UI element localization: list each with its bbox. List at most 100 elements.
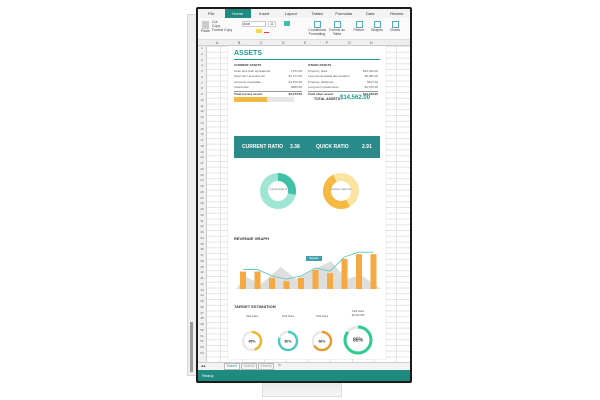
row-header[interactable]: 27: [200, 195, 204, 200]
row-header[interactable]: 28: [200, 201, 204, 206]
row-header[interactable]: 23: [200, 172, 204, 177]
row-header[interactable]: 20: [200, 155, 204, 160]
row-header[interactable]: 15: [200, 126, 204, 131]
column-header[interactable]: E: [304, 41, 307, 45]
tab-home[interactable]: Home: [224, 9, 251, 18]
tab-file[interactable]: File: [208, 11, 215, 16]
column-header[interactable]: F: [326, 41, 329, 45]
cut-button[interactable]: Cut: [212, 20, 218, 24]
row-header[interactable]: 35: [200, 241, 204, 246]
row-header[interactable]: 2: [201, 51, 203, 56]
row-header[interactable]: 40: [200, 270, 204, 275]
donut2-label: CURRENT LIABILITIES: [330, 189, 352, 191]
sheet-tab[interactable]: Sheet3: [258, 363, 274, 370]
row-header[interactable]: 46: [200, 304, 204, 309]
tab-data[interactable]: Data: [366, 11, 375, 16]
ribbon-button-1[interactable]: Format as Table: [328, 21, 346, 36]
ribbon-button-2[interactable]: Picture: [350, 21, 368, 32]
sheet-tab[interactable]: Sheet2: [241, 363, 257, 370]
format-copy-button[interactable]: Format Copy: [212, 28, 233, 32]
sheet-nav-buttons[interactable]: ◂ ▸: [201, 364, 206, 368]
row-header[interactable]: 18: [200, 143, 204, 148]
row-header[interactable]: 7: [201, 80, 203, 85]
row-header[interactable]: 38: [200, 258, 204, 263]
column-header[interactable]: C: [260, 41, 263, 45]
row-header[interactable]: 45: [200, 299, 204, 303]
ribbon: Paste Cut Copy Format Copy Arial 11 Condit…: [198, 18, 410, 40]
row-header[interactable]: 48: [200, 316, 204, 321]
revenue-bar: [356, 254, 362, 289]
ribbon-button-0[interactable]: Conditional Formatting: [308, 21, 326, 36]
row-header[interactable]: 1: [201, 46, 203, 50]
row-header[interactable]: 51: [200, 333, 204, 338]
target-ring: 66%: [311, 330, 333, 352]
row-header[interactable]: 49: [200, 322, 204, 326]
revenue-bar: [312, 270, 319, 289]
tab-formulas[interactable]: Formulas: [335, 11, 353, 16]
font-color-button[interactable]: [264, 29, 269, 33]
row-header[interactable]: 26: [200, 189, 204, 194]
row-header[interactable]: 4: [201, 63, 203, 68]
row-header[interactable]: 19: [200, 149, 204, 154]
row-header[interactable]: 31: [200, 218, 204, 223]
row-header[interactable]: 17: [200, 138, 204, 142]
row-header[interactable]: 34: [200, 235, 204, 240]
ratio-banner: CURRENT RATIO 3.38 QUICK RATIO 2.91: [234, 136, 380, 158]
add-sheet-icon[interactable]: ⊕: [278, 363, 281, 367]
tab-layout[interactable]: Layout: [284, 11, 297, 16]
row-header[interactable]: 9: [201, 92, 203, 96]
row-header[interactable]: 37: [200, 253, 204, 257]
row-header[interactable]: 50: [200, 327, 204, 332]
fill-color-button[interactable]: [256, 29, 262, 33]
row-header[interactable]: 39: [200, 264, 204, 269]
column-header[interactable]: H: [370, 41, 373, 45]
target-label: Total Sales: [281, 315, 295, 318]
sheet-tab[interactable]: Sheet1: [224, 363, 240, 370]
row-header[interactable]: 22: [200, 166, 204, 171]
row-header[interactable]: 12: [200, 109, 204, 114]
row-header[interactable]: 32: [200, 224, 204, 229]
tab-tables[interactable]: Tables: [311, 11, 324, 16]
row-header[interactable]: 14: [200, 120, 204, 125]
paste-button[interactable]: Paste: [201, 21, 210, 33]
row-header[interactable]: 24: [200, 178, 204, 183]
ribbon-icon: [391, 21, 399, 28]
font-size-select[interactable]: 11: [268, 21, 276, 27]
row-header[interactable]: 33: [200, 230, 204, 234]
target-amount: $2,000.000: [351, 314, 365, 317]
row-header[interactable]: 3: [201, 57, 203, 62]
row-header[interactable]: 42: [200, 281, 204, 286]
copy-button[interactable]: Copy: [212, 24, 221, 28]
asset-name: Accounts receivable: [234, 79, 261, 84]
row-header[interactable]: 47: [200, 310, 204, 315]
row-header[interactable]: 6: [201, 74, 203, 79]
column-header[interactable]: B: [238, 41, 241, 45]
font-name-select[interactable]: Arial: [242, 21, 266, 27]
row-header[interactable]: 10: [200, 97, 204, 102]
row-header[interactable]: 29: [200, 207, 204, 211]
row-header[interactable]: 13: [200, 115, 204, 119]
column-header[interactable]: G: [348, 41, 351, 45]
column-header[interactable]: A: [216, 41, 219, 45]
row-header[interactable]: 16: [200, 132, 204, 137]
quick-ratio-label: QUICK RATIO: [316, 144, 349, 150]
tab-review[interactable]: Review: [390, 11, 404, 16]
row-header[interactable]: 21: [200, 161, 204, 165]
tab-insert[interactable]: Insert: [259, 11, 270, 16]
row-header[interactable]: 43: [200, 287, 204, 292]
align-center-button[interactable]: [284, 21, 290, 26]
column-header[interactable]: D: [282, 41, 285, 45]
row-header[interactable]: 36: [200, 247, 204, 252]
row-header[interactable]: 52: [200, 339, 204, 344]
row-header[interactable]: 41: [200, 276, 204, 280]
row-header[interactable]: 11: [200, 103, 204, 108]
ribbon-button-4[interactable]: Charts: [386, 21, 404, 32]
row-header[interactable]: 54: [200, 350, 204, 355]
ribbon-button-3[interactable]: Shapes: [368, 21, 386, 32]
row-header[interactable]: 5: [201, 69, 203, 73]
row-header[interactable]: 53: [200, 345, 204, 349]
row-header[interactable]: 30: [200, 212, 204, 217]
row-header[interactable]: 44: [200, 293, 204, 298]
row-header[interactable]: 8: [201, 86, 203, 91]
row-header[interactable]: 25: [200, 184, 204, 188]
